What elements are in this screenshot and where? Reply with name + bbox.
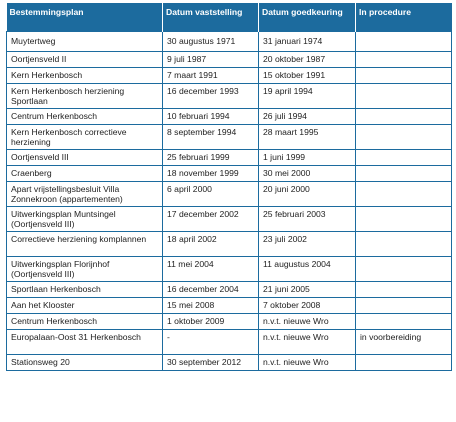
cell-vaststelling: 18 april 2002 xyxy=(162,230,259,257)
cell-procedure xyxy=(355,148,452,166)
cell-goedkeuring: 25 februari 2003 xyxy=(258,205,356,232)
table-row: Kern Herkenbosch herziening Sportlaan 16… xyxy=(6,82,452,109)
cell-procedure xyxy=(355,280,452,298)
cell-vaststelling: 30 september 2012 xyxy=(162,353,259,371)
cell-plan: Sportlaan Herkenbosch xyxy=(6,280,163,298)
header-bestemmingsplan: Bestemmingsplan xyxy=(6,3,163,31)
cell-vaststelling: 1 oktober 2009 xyxy=(162,312,259,330)
cell-vaststelling: 8 september 1994 xyxy=(162,123,259,150)
table-row: Stationsweg 20 30 september 2012 n.v.t. … xyxy=(6,353,452,371)
cell-goedkeuring: 23 juli 2002 xyxy=(258,230,356,257)
cell-plan: Kern Herkenbosch xyxy=(6,66,163,84)
cell-procedure: in voorbereiding xyxy=(355,328,452,355)
table-row: Correctieve herziening komplannen 18 apr… xyxy=(6,230,452,257)
cell-vaststelling: 9 juli 1987 xyxy=(162,50,259,68)
cell-vaststelling: 7 maart 1991 xyxy=(162,66,259,84)
table-row: Craenberg 18 november 1999 30 mei 2000 xyxy=(6,164,452,182)
cell-vaststelling: 10 februari 1994 xyxy=(162,107,259,125)
cell-goedkeuring: 31 januari 1974 xyxy=(258,30,356,52)
cell-procedure xyxy=(355,230,452,257)
cell-goedkeuring: n.v.t. nieuwe Wro xyxy=(258,312,356,330)
cell-goedkeuring: 20 oktober 1987 xyxy=(258,50,356,68)
cell-vaststelling: - xyxy=(162,328,259,355)
cell-vaststelling: 16 december 1993 xyxy=(162,82,259,109)
cell-plan: Craenberg xyxy=(6,164,163,182)
cell-plan: Oortjensveld II xyxy=(6,50,163,68)
cell-plan: Centrum Herkenbosch xyxy=(6,312,163,330)
cell-procedure xyxy=(355,205,452,232)
cell-procedure xyxy=(355,82,452,109)
cell-procedure xyxy=(355,353,452,371)
cell-vaststelling: 17 december 2002 xyxy=(162,205,259,232)
cell-procedure xyxy=(355,312,452,330)
table-row: Aan het Klooster 15 mei 2008 7 oktober 2… xyxy=(6,296,452,314)
cell-plan: Aan het Klooster xyxy=(6,296,163,314)
table-row: Apart vrijstellingsbesluit Villa Zonnekr… xyxy=(6,180,452,207)
table-row: Uitwerkingsplan Muntsingel (Oortjensveld… xyxy=(6,205,452,232)
table-header-row: Bestemmingsplan Datum vaststelling Datum… xyxy=(6,3,452,31)
cell-procedure xyxy=(355,50,452,68)
table-row: Uitwerkingsplan Florijnhof (Oortjensveld… xyxy=(6,255,452,282)
cell-plan: Uitwerkingsplan Florijnhof (Oortjensveld… xyxy=(6,255,163,282)
cell-goedkeuring: 1 juni 1999 xyxy=(258,148,356,166)
cell-goedkeuring: 11 augustus 2004 xyxy=(258,255,356,282)
cell-goedkeuring: 30 mei 2000 xyxy=(258,164,356,182)
cell-vaststelling: 30 augustus 1971 xyxy=(162,30,259,52)
cell-plan: Kern Herkenbosch correctieve herziening xyxy=(6,123,163,150)
cell-plan: Centrum Herkenbosch xyxy=(6,107,163,125)
bestemmingsplannen-table: Bestemmingsplan Datum vaststelling Datum… xyxy=(6,3,452,371)
cell-goedkeuring: 28 maart 1995 xyxy=(258,123,356,150)
cell-procedure xyxy=(355,180,452,207)
cell-plan: Europalaan-Oost 31 Herkenbosch xyxy=(6,328,163,355)
table-row: Kern Herkenbosch correctieve herziening … xyxy=(6,123,452,150)
cell-procedure xyxy=(355,66,452,84)
cell-plan: Kern Herkenbosch herziening Sportlaan xyxy=(6,82,163,109)
header-datum-goedkeuring: Datum goedkeuring xyxy=(258,3,356,31)
header-datum-vaststelling: Datum vaststelling xyxy=(162,3,259,31)
cell-procedure xyxy=(355,255,452,282)
table-row: Centrum Herkenbosch 1 oktober 2009 n.v.t… xyxy=(6,312,452,330)
cell-plan: Correctieve herziening komplannen xyxy=(6,230,163,257)
cell-procedure xyxy=(355,296,452,314)
table-row: Europalaan-Oost 31 Herkenbosch - n.v.t. … xyxy=(6,328,452,355)
cell-plan: Uitwerkingsplan Muntsingel (Oortjensveld… xyxy=(6,205,163,232)
cell-procedure xyxy=(355,107,452,125)
table-row: Kern Herkenbosch 7 maart 1991 15 oktober… xyxy=(6,66,452,84)
cell-goedkeuring: 19 april 1994 xyxy=(258,82,356,109)
cell-goedkeuring: 7 oktober 2008 xyxy=(258,296,356,314)
cell-goedkeuring: 21 juni 2005 xyxy=(258,280,356,298)
cell-goedkeuring: 15 oktober 1991 xyxy=(258,66,356,84)
cell-vaststelling: 15 mei 2008 xyxy=(162,296,259,314)
table-row: Oortjensveld II 9 juli 1987 20 oktober 1… xyxy=(6,50,452,68)
header-in-procedure: In procedure xyxy=(355,3,452,31)
table-row: Muytertweg 30 augustus 1971 31 januari 1… xyxy=(6,30,452,52)
cell-vaststelling: 11 mei 2004 xyxy=(162,255,259,282)
cell-plan: Apart vrijstellingsbesluit Villa Zonnekr… xyxy=(6,180,163,207)
cell-procedure xyxy=(355,164,452,182)
cell-vaststelling: 6 april 2000 xyxy=(162,180,259,207)
table-row: Centrum Herkenbosch 10 februari 1994 26 … xyxy=(6,107,452,125)
bestemmingsplannen-table-wrapper: Bestemmingsplan Datum vaststelling Datum… xyxy=(6,3,452,371)
cell-plan: Stationsweg 20 xyxy=(6,353,163,371)
table-row: Oortjensveld III 25 februari 1999 1 juni… xyxy=(6,148,452,166)
cell-vaststelling: 25 februari 1999 xyxy=(162,148,259,166)
cell-plan: Muytertweg xyxy=(6,30,163,52)
cell-procedure xyxy=(355,123,452,150)
cell-goedkeuring: 26 juli 1994 xyxy=(258,107,356,125)
cell-goedkeuring: 20 juni 2000 xyxy=(258,180,356,207)
table-row: Sportlaan Herkenbosch 16 december 2004 2… xyxy=(6,280,452,298)
cell-procedure xyxy=(355,30,452,52)
cell-goedkeuring: n.v.t. nieuwe Wro xyxy=(258,328,356,355)
cell-goedkeuring: n.v.t. nieuwe Wro xyxy=(258,353,356,371)
cell-plan: Oortjensveld III xyxy=(6,148,163,166)
cell-vaststelling: 16 december 2004 xyxy=(162,280,259,298)
cell-vaststelling: 18 november 1999 xyxy=(162,164,259,182)
